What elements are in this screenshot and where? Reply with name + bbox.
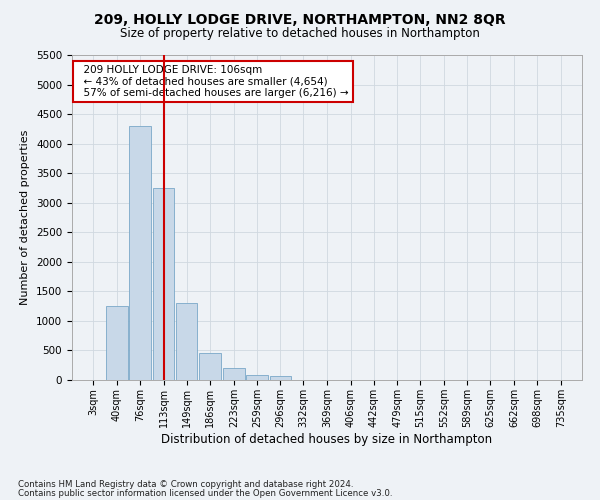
Bar [269, 376, 291, 380]
Text: Size of property relative to detached houses in Northampton: Size of property relative to detached ho… [120, 28, 480, 40]
Bar [246, 374, 268, 380]
Text: Contains public sector information licensed under the Open Government Licence v3: Contains public sector information licen… [18, 489, 392, 498]
Bar [106, 306, 128, 380]
Bar [176, 303, 197, 380]
Y-axis label: Number of detached properties: Number of detached properties [20, 130, 31, 305]
Bar [199, 354, 221, 380]
Text: Contains HM Land Registry data © Crown copyright and database right 2024.: Contains HM Land Registry data © Crown c… [18, 480, 353, 489]
Bar [152, 188, 175, 380]
Text: 209 HOLLY LODGE DRIVE: 106sqm
  ← 43% of detached houses are smaller (4,654)
  5: 209 HOLLY LODGE DRIVE: 106sqm ← 43% of d… [77, 64, 349, 98]
X-axis label: Distribution of detached houses by size in Northampton: Distribution of detached houses by size … [161, 432, 493, 446]
Bar [223, 368, 245, 380]
Bar [129, 126, 151, 380]
Text: 209, HOLLY LODGE DRIVE, NORTHAMPTON, NN2 8QR: 209, HOLLY LODGE DRIVE, NORTHAMPTON, NN2… [94, 12, 506, 26]
